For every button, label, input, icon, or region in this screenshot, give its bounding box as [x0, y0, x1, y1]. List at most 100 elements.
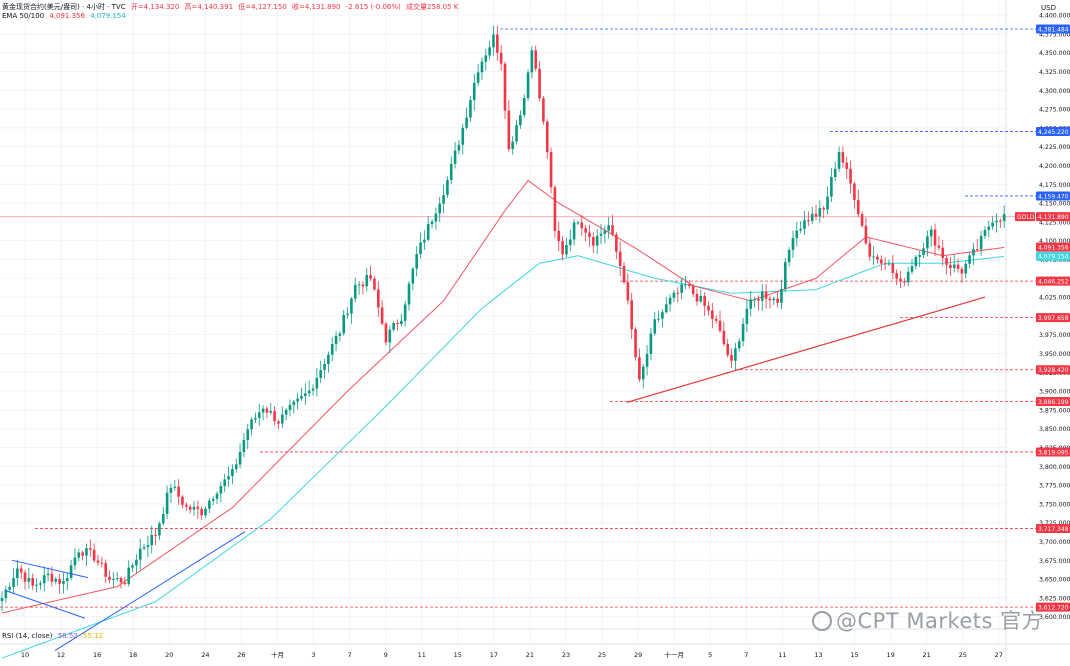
candle-body	[803, 220, 806, 229]
candle-body	[169, 487, 173, 493]
y-tick-label: 3,775.000	[1039, 483, 1070, 490]
candle-body	[484, 55, 488, 62]
candle-body	[592, 237, 595, 246]
candle-body	[887, 263, 891, 265]
candle-body	[480, 61, 484, 73]
y-tick-label: 4,375.000	[1039, 31, 1070, 38]
candle-body	[380, 307, 384, 324]
candle-body	[181, 496, 184, 505]
candle-body	[246, 429, 250, 441]
candle-body	[741, 323, 745, 342]
candle-body	[929, 229, 933, 237]
x-tick-label: 23	[562, 651, 570, 659]
candle-body	[73, 557, 77, 566]
candle-body	[849, 168, 852, 184]
candle-body	[35, 584, 38, 586]
candle-body	[69, 565, 73, 579]
candle-body	[453, 150, 457, 164]
y-tick-label: 3,675.000	[1039, 558, 1070, 565]
candle-body	[515, 125, 518, 142]
candle-body	[496, 34, 499, 53]
candle-body	[630, 300, 634, 330]
candle-body	[58, 579, 61, 584]
x-tick-label: 27	[995, 651, 1003, 659]
candle-body	[734, 348, 737, 361]
candle-body	[526, 72, 530, 99]
candle-body	[112, 578, 115, 580]
candle-body	[511, 141, 514, 150]
candle-body	[688, 284, 691, 287]
price-level-label-bg	[1036, 447, 1070, 457]
candle-body	[837, 152, 841, 169]
candle-body	[956, 264, 960, 269]
y-tick-label: 3,625.000	[1039, 595, 1070, 602]
candle-body	[576, 222, 580, 224]
candle-body	[860, 214, 864, 226]
candle-body	[745, 308, 749, 324]
candle-body	[937, 245, 941, 248]
candle-body	[373, 278, 376, 290]
candle-body	[365, 274, 369, 287]
currency-label: USD	[1041, 4, 1056, 12]
x-tick-label: 10	[21, 651, 29, 659]
candle-body	[31, 577, 35, 586]
y-tick-label: 3,725.000	[1039, 520, 1070, 527]
candle-body	[131, 565, 134, 568]
candle-body	[215, 493, 219, 499]
candle-body	[772, 298, 776, 301]
candle-body	[722, 330, 726, 345]
y-tick-label: 3,650.000	[1039, 577, 1070, 584]
candle-body	[995, 220, 998, 223]
candle-body	[234, 464, 238, 470]
candle-body	[649, 333, 653, 354]
candle-body	[150, 534, 154, 546]
ema50-value: 4,091.356	[49, 12, 85, 20]
price-level-label: 3,997.658	[1038, 315, 1069, 322]
x-tick-label: 21	[923, 651, 931, 659]
candle-body	[81, 552, 84, 556]
candle-body	[845, 162, 849, 169]
candle-body	[23, 572, 27, 582]
price-level-label-bg	[1036, 313, 1070, 323]
price-level-label: 4,381.484	[1038, 26, 1069, 33]
candle-body	[618, 251, 622, 266]
ohlc-close: 收=4,131.890	[292, 3, 341, 11]
candle-body	[707, 305, 710, 311]
y-tick-label: 4,325.000	[1039, 69, 1070, 76]
candle-body	[876, 256, 879, 260]
y-tick-label: 4,025.000	[1039, 295, 1070, 302]
candle-body	[173, 486, 177, 488]
candle-body	[62, 581, 65, 584]
x-tick-label: 25	[598, 651, 606, 659]
y-tick-label: 4,400.000	[1039, 13, 1070, 20]
candle-body	[346, 313, 349, 315]
candle-body	[330, 344, 334, 355]
candle-body	[211, 498, 215, 501]
rsi-label: RSI (14, close)	[2, 632, 53, 640]
candle-body	[975, 249, 979, 251]
candle-body	[12, 578, 15, 587]
candle-body	[392, 322, 395, 330]
candle-body	[749, 299, 753, 309]
candle-body	[952, 264, 956, 268]
candle-body	[519, 115, 522, 126]
candle-body	[822, 208, 825, 210]
candle-body	[96, 560, 100, 563]
candle-body	[449, 163, 453, 181]
candle-body	[8, 586, 11, 590]
price-level-label-bg	[1036, 242, 1070, 252]
candle-body	[296, 398, 299, 402]
candle-body	[922, 248, 925, 256]
y-tick-label: 3,750.000	[1039, 501, 1070, 508]
y-tick-label: 4,275.000	[1039, 107, 1070, 114]
candle-body	[165, 492, 169, 514]
price-level-label: 3,886.199	[1038, 399, 1069, 406]
candle-body	[918, 255, 921, 257]
candle-body	[257, 412, 261, 418]
candle-body	[914, 256, 918, 267]
x-tick-label: 29	[634, 651, 642, 659]
candle-body	[208, 500, 211, 509]
candle-body	[0, 598, 4, 602]
candle-body	[615, 234, 618, 252]
candle-body	[50, 573, 54, 582]
